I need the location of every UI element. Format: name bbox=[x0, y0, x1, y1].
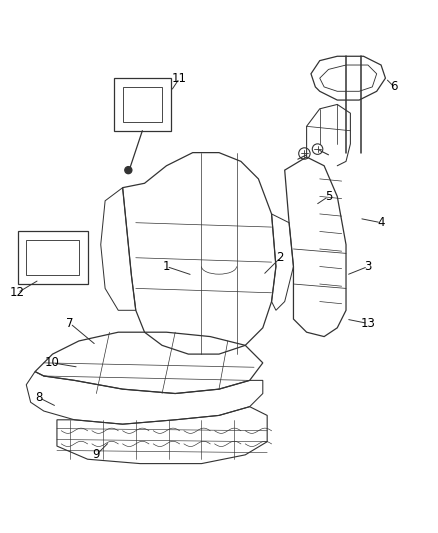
Text: 5: 5 bbox=[325, 190, 332, 203]
Text: 11: 11 bbox=[172, 71, 187, 85]
Text: 12: 12 bbox=[10, 286, 25, 300]
Text: 8: 8 bbox=[36, 391, 43, 405]
Text: 4: 4 bbox=[377, 216, 385, 229]
Text: 10: 10 bbox=[45, 357, 60, 369]
Text: 3: 3 bbox=[364, 260, 371, 273]
Text: 7: 7 bbox=[66, 317, 74, 330]
Circle shape bbox=[125, 167, 132, 174]
Text: 1: 1 bbox=[162, 260, 170, 273]
Text: 9: 9 bbox=[92, 448, 100, 462]
Text: 2: 2 bbox=[276, 251, 284, 264]
Text: 13: 13 bbox=[360, 317, 375, 330]
Text: 6: 6 bbox=[390, 80, 398, 93]
